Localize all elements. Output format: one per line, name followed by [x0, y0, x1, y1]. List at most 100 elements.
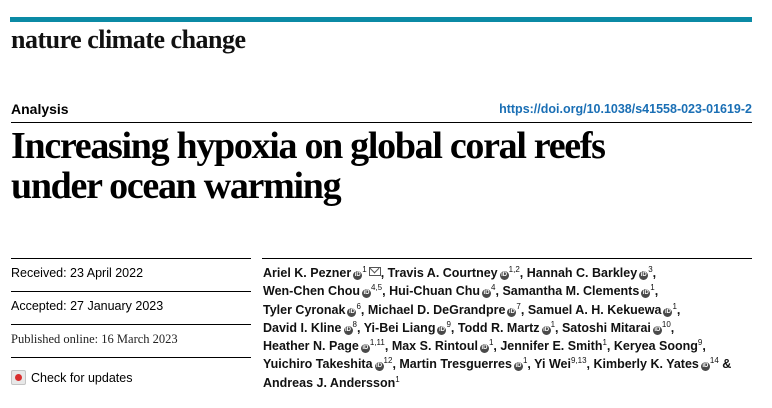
doi-link[interactable]: https://doi.org/10.1038/s41558-023-01619…	[499, 102, 752, 116]
author-item[interactable]: Yi-Bei Liang iD9	[363, 320, 451, 335]
affiliation-marker: 10	[661, 319, 671, 329]
affiliation-marker: 3	[648, 265, 653, 274]
affiliation-marker: 8	[352, 319, 357, 329]
author-item[interactable]: Martin Tresguerres iD1	[399, 356, 528, 372]
author-item[interactable]: Andreas J. Andersson1	[263, 374, 400, 390]
affiliation-marker: 1	[395, 374, 400, 384]
author-name[interactable]: David I. Kline	[263, 320, 342, 335]
affiliation-marker: 1,11	[369, 338, 385, 348]
author-item[interactable]: Ariel K. Pezner iD1	[263, 266, 381, 280]
received-date: Received: 23 April 2022	[11, 258, 251, 291]
author-item[interactable]: David I. Kline iD8	[263, 319, 357, 335]
orcid-icon[interactable]: iD	[374, 362, 384, 372]
author-name[interactable]: Michael D. DeGrandpre	[367, 302, 506, 317]
author-name[interactable]: Tyler Cyronak	[263, 302, 346, 317]
author-name[interactable]: Martin Tresguerres	[399, 357, 512, 372]
orcid-icon[interactable]: iD	[361, 289, 371, 299]
author-name[interactable]: Andreas J. Andersson	[263, 375, 396, 390]
author-separator: ,	[356, 320, 364, 335]
author-item[interactable]: Satoshi Mitarai iD10	[561, 319, 671, 335]
author-item[interactable]: Tyler Cyronak iD6	[263, 302, 361, 317]
author-name[interactable]: Jennifer E. Smith	[500, 339, 603, 354]
orcid-icon[interactable]: iD	[663, 307, 673, 317]
author-separator: ,	[384, 339, 392, 354]
orcid-icon[interactable]: iD	[499, 271, 509, 280]
author-name[interactable]: Samuel A. H. Kekuewa	[527, 302, 662, 317]
publication-dates: Received: 23 April 2022 Accepted: 27 Jan…	[11, 258, 251, 390]
author-item[interactable]: Todd R. Martz iD1	[457, 320, 555, 335]
author-name[interactable]: Yuichiro Takeshita	[263, 357, 373, 372]
journal-header-bar	[10, 17, 752, 22]
author-name[interactable]: Yi-Bei Liang	[363, 320, 436, 335]
affiliation-marker: 14	[709, 356, 719, 366]
author-item[interactable]: Yi Wei9,13	[534, 356, 587, 372]
author-item[interactable]: Keryea Soong9	[613, 338, 703, 354]
orcid-icon[interactable]: iD	[437, 325, 447, 335]
affiliation-marker: 1	[602, 338, 607, 348]
author-name[interactable]: Hannah C. Barkley	[526, 266, 638, 280]
author-item[interactable]: Travis A. Courtney iD1,2	[388, 266, 520, 280]
author-name[interactable]: Travis A. Courtney	[387, 266, 498, 280]
author-separator: ,	[527, 357, 535, 372]
author-separator: ,	[670, 320, 675, 335]
mail-icon[interactable]	[368, 267, 381, 276]
author-name[interactable]: Wen-Chen Chou	[263, 284, 360, 299]
check-for-updates-button[interactable]: Check for updates	[11, 357, 251, 390]
author-name[interactable]: Kimberly K. Yates	[593, 357, 699, 372]
affiliation-marker: 1	[488, 338, 494, 348]
author-separator: &	[718, 357, 732, 372]
author-separator: ,	[495, 284, 503, 299]
author-item[interactable]: Hui-Chuan Chu iD4	[389, 284, 495, 299]
author-name[interactable]: Samantha M. Clements	[502, 284, 640, 299]
orcid-icon[interactable]: iD	[541, 325, 551, 335]
author-name[interactable]: Max S. Rintoul	[391, 339, 478, 354]
orcid-icon[interactable]: iD	[360, 344, 370, 354]
author-separator: ,	[555, 320, 562, 335]
accepted-date: Accepted: 27 January 2023	[11, 291, 251, 324]
author-separator: ,	[493, 339, 501, 354]
affiliation-marker: 1	[522, 356, 528, 366]
published-date: Published online: 16 March 2023	[11, 324, 251, 357]
authors-divider	[262, 258, 752, 259]
author-item[interactable]: Hannah C. Barkley iD3	[527, 266, 653, 280]
orcid-icon[interactable]: iD	[700, 362, 710, 372]
affiliation-marker: 9	[697, 338, 703, 348]
author-name[interactable]: Hui-Chuan Chu	[389, 284, 481, 299]
author-item[interactable]: Heather N. Page iD1,11	[263, 338, 385, 354]
article-meta-row: Analysis https://doi.org/10.1038/s41558-…	[11, 101, 752, 119]
author-name[interactable]: Heather N. Page	[263, 339, 359, 354]
author-item[interactable]: Samantha M. Clements iD1	[502, 283, 655, 299]
author-item[interactable]: Jennifer E. Smith1	[500, 338, 607, 354]
author-item[interactable]: Samuel A. H. Kekuewa iD1	[527, 302, 677, 317]
orcid-icon[interactable]: iD	[482, 289, 492, 299]
author-name[interactable]: Satoshi Mitarai	[561, 320, 651, 335]
author-item[interactable]: Max S. Rintoul iD1	[391, 338, 494, 354]
affiliation-marker: 7	[516, 301, 521, 311]
author-name[interactable]: Yi Wei	[534, 357, 571, 372]
author-separator: ,	[519, 266, 527, 280]
author-name[interactable]: Ariel K. Pezner	[263, 266, 352, 280]
author-separator: ,	[654, 284, 659, 299]
affiliation-marker: 12	[383, 356, 393, 366]
orcid-icon[interactable]: iD	[347, 307, 357, 317]
title-line-1: Increasing hypoxia on global coral reefs	[11, 125, 606, 167]
author-item[interactable]: Wen-Chen Chou iD4,5	[263, 284, 382, 299]
orcid-icon[interactable]: iD	[507, 307, 517, 317]
author-item[interactable]: Michael D. DeGrandpre iD7	[367, 301, 521, 317]
orcid-icon[interactable]: iD	[343, 325, 353, 335]
orcid-icon[interactable]: iD	[639, 271, 649, 280]
author-separator: ,	[606, 339, 614, 354]
orcid-icon[interactable]: iD	[641, 289, 651, 299]
orcid-icon[interactable]: iD	[513, 362, 523, 372]
orcid-icon[interactable]: iD	[353, 271, 363, 280]
orcid-icon[interactable]: iD	[479, 344, 489, 354]
author-item[interactable]: Yuichiro Takeshita iD12	[263, 356, 393, 372]
orcid-icon[interactable]: iD	[652, 325, 662, 335]
journal-name[interactable]: nature climate change	[11, 25, 246, 54]
affiliation-marker: 1	[650, 283, 655, 293]
author-name[interactable]: Todd R. Martz	[457, 320, 540, 335]
author-separator: ,	[702, 339, 706, 354]
affiliation-marker: 9,13	[570, 356, 587, 366]
author-item[interactable]: Kimberly K. Yates iD14	[593, 356, 719, 372]
author-name[interactable]: Keryea Soong	[613, 339, 698, 354]
